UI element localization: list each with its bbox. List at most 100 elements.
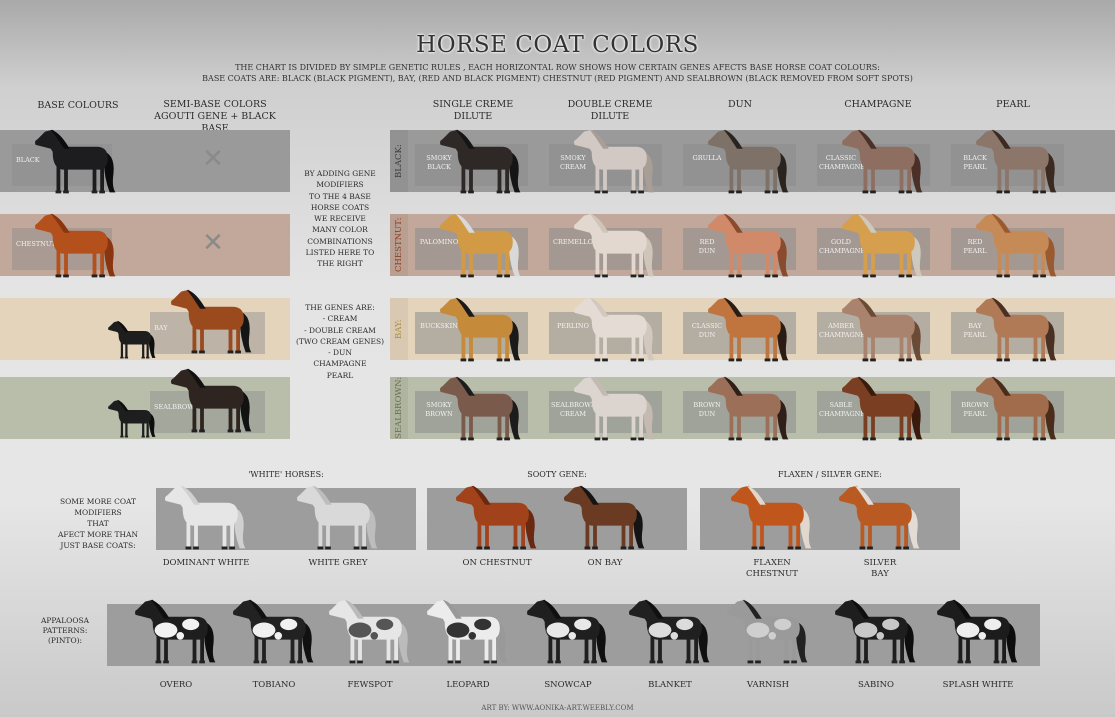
- horse-image: [455, 485, 537, 550]
- group-title: FLAXEN / SILVER GENE:: [778, 470, 882, 479]
- horse-black-pearl: [969, 122, 1064, 202]
- caption-line1: DOMINANT WHITE: [162, 558, 250, 568]
- horse-on-bay: [557, 478, 652, 558]
- horse-caption: SILVER BAY: [820, 558, 940, 580]
- pattern-caption: VARNISH: [746, 680, 790, 690]
- horse-amber-champagne: [835, 290, 930, 370]
- coat-label-line1: CREMELLO: [553, 238, 593, 246]
- text-line: (PINTO):: [47, 636, 83, 645]
- coat-label: GRULLA: [685, 154, 729, 163]
- horse-caption: ON BAY: [545, 558, 665, 569]
- coat-label: BLACK PEARL: [953, 154, 997, 172]
- header-double-line1: DOUBLE CREME: [567, 99, 653, 110]
- horse-image: [134, 599, 216, 664]
- horse-image: [439, 213, 521, 278]
- row-label: BAY:: [390, 298, 408, 360]
- genes-list: THE GENES ARE: - CREAM - DOUBLE CREAM (TWO …: [290, 302, 390, 381]
- text-line: APPALOOSA: [40, 616, 90, 625]
- text-line: LISTED HERE TO: [305, 248, 375, 258]
- coat-label-line2: PEARL: [963, 331, 987, 339]
- horse-image: [170, 289, 252, 354]
- horse-image: [975, 376, 1057, 441]
- horse-image: [628, 599, 710, 664]
- horse-red-dun: [701, 206, 796, 286]
- group-title: SOOTY GENE:: [527, 470, 587, 479]
- text-line: TO THE 4 BASE: [309, 191, 371, 201]
- horse-image: [573, 376, 655, 441]
- subtitle-line-2: BASE COATS ARE: BLACK (BLACK PIGMENT), B…: [202, 74, 913, 83]
- caption-line1: FLAXEN: [753, 558, 791, 568]
- base-label: BAY: [154, 324, 168, 332]
- coat-label-line2: DUN: [698, 410, 716, 418]
- base-label: SEALBROWN: [154, 403, 200, 411]
- row-label: SEALBROWN:: [390, 377, 408, 439]
- horse-image: [170, 368, 252, 433]
- horse-smoky-brown: [433, 369, 528, 449]
- header-pearl: PEARL: [996, 99, 1030, 110]
- text-line: JUST BASE COATS:: [60, 541, 136, 550]
- horse-image: [841, 297, 923, 362]
- subtitle-line-1: THE CHART IS DIVIDED BY SIMPLE GENETIC R…: [235, 63, 880, 72]
- coat-label-line2: CHAMPAGNE: [819, 331, 866, 339]
- pattern-caption: TOBIANO: [252, 680, 296, 690]
- coat-label-line1: AMBER: [828, 322, 854, 330]
- horse-image: [726, 599, 808, 664]
- horse-palomino: [433, 206, 528, 286]
- text-line: - DUN: [328, 348, 352, 358]
- horse-image: [34, 129, 116, 194]
- horse-snowcap: [520, 592, 615, 672]
- not-applicable-x-icon: ✕: [202, 144, 224, 174]
- header-double-creme: DOUBLE CREME DILUTE: [535, 99, 685, 123]
- horse-image: [426, 599, 508, 664]
- horse-image: [439, 376, 521, 441]
- horse-caption: WHITE GREY: [278, 558, 398, 569]
- modifier-explanation: BY ADDING GENE MODIFIERS TO THE 4 BASE HORS…: [290, 168, 390, 270]
- appaloosa-label: APPALOOSA PATTERNS: (PINTO):: [30, 616, 100, 646]
- coat-label: BUCKSKIN: [417, 322, 461, 331]
- horse-image: [841, 213, 923, 278]
- horse-sable-champagne: [835, 369, 930, 449]
- horse-image: [439, 129, 521, 194]
- coat-label-line1: RED: [967, 238, 983, 246]
- header-double-line2: DILUTE: [590, 111, 630, 122]
- text-line: AFECT MORE THAN: [57, 530, 139, 539]
- coat-label: CLASSIC DUN: [685, 322, 729, 340]
- coat-label: GOLD CHAMPAGNE: [819, 238, 865, 256]
- coat-label-line2: PEARL: [963, 163, 987, 171]
- text-line: - DOUBLE CREAM: [304, 325, 376, 335]
- horse-buckskin: [433, 290, 528, 370]
- caption-line2: BAY: [871, 569, 889, 579]
- horse-image: [573, 129, 655, 194]
- horse-image: [936, 599, 1018, 664]
- horse-varnish: [720, 592, 815, 672]
- caption-line1: ON BAY: [587, 558, 623, 568]
- coat-label: SMOKY BROWN: [417, 401, 461, 419]
- text-line: (TWO CREAM GENES): [295, 336, 385, 346]
- horse-classic-champagne: [835, 122, 930, 202]
- horse-image: [232, 599, 314, 664]
- horse-dominant-white: [158, 478, 253, 558]
- horse-image: [328, 599, 410, 664]
- horse-flaxen-chestnut: [724, 478, 819, 558]
- horse-red-pearl: [969, 206, 1064, 286]
- horse-image: [526, 599, 608, 664]
- horse-black-reference: [104, 316, 160, 364]
- coat-label-line2: CREAM: [560, 163, 586, 171]
- coat-label: BROWN PEARL: [953, 401, 997, 419]
- text-line: CHAMPAGNE: [313, 359, 367, 369]
- horse-perlino: [567, 290, 662, 370]
- coat-label-line1: SMOKY: [426, 401, 452, 409]
- coat-label-line1: GRULLA: [692, 154, 722, 162]
- group-title: 'WHITE' HORSES:: [248, 470, 324, 479]
- row-label: CHESTNUT:: [390, 214, 408, 276]
- coat-label: BAY PEARL: [953, 322, 997, 340]
- text-line: COMBINATIONS: [307, 236, 373, 246]
- horse-sealbrown-cream: [567, 369, 662, 449]
- coat-label: SMOKY BLACK: [417, 154, 461, 172]
- coat-label: PERLINO: [551, 322, 595, 331]
- horse-caption: ON CHESTNUT: [437, 558, 557, 569]
- horse-grulla: [701, 122, 796, 202]
- header-base-colours: BASE COLOURS: [37, 100, 119, 111]
- horse-overo: [128, 592, 223, 672]
- coat-label-line1: PERLINO: [557, 322, 589, 330]
